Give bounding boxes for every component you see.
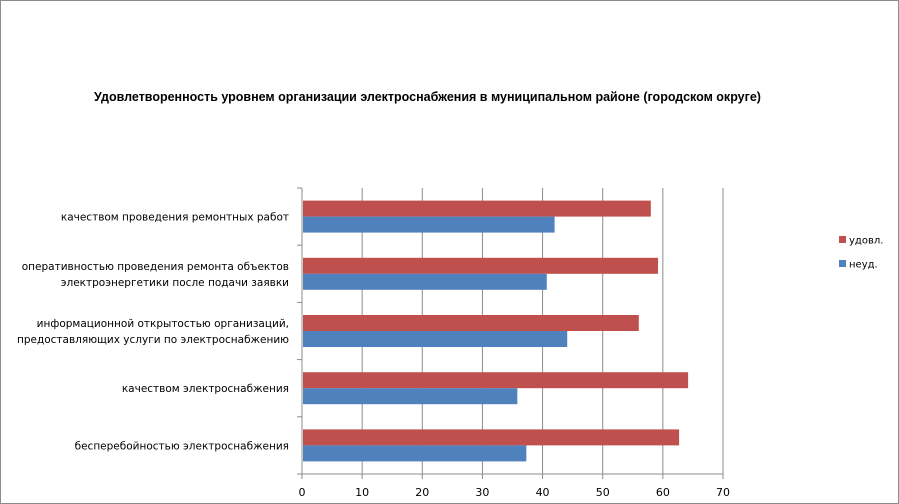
bar-udovl-2 [303,315,639,331]
category-label-1-1: электроэнергетики после подачи заявки [61,277,289,289]
category-label-2-1: предоставляющих услуги по электроснабжен… [17,334,289,346]
x-tick-label-40: 40 [536,486,550,499]
bar-neud-2 [303,331,568,347]
bar-udovl-3 [303,372,689,389]
bar-neud-4 [303,445,527,462]
category-label-2-0: информационной открытостью организаций, [37,318,289,330]
x-tick-label-10: 10 [355,486,369,499]
category-label-4-0: бесперебойностью электроснабжения [75,440,289,452]
x-tick-label-60: 60 [656,486,670,499]
bar-neud-1 [303,273,547,290]
category-label-3-0: качеством электроснабжения [122,383,289,395]
x-tick-label-50: 50 [596,486,610,499]
bar-udovl-1 [303,257,659,274]
bar-udovl-4 [303,429,680,446]
legend-swatch-udovl [839,236,846,243]
legend-label-neud: неуд. [849,260,878,271]
bar-neud-0 [303,216,555,233]
legend-swatch-neud [839,260,846,267]
x-tick-label-20: 20 [415,486,429,499]
x-tick-label-30: 30 [475,486,489,499]
legend-label-udovl: удовл. [849,236,883,247]
bar-udovl-0 [303,200,651,217]
chart-title: Удовлетворенность уровнем организации эл… [94,90,761,104]
x-tick-label-70: 70 [716,486,730,499]
bar-neud-3 [303,388,518,405]
category-label-1-0: оперативностью проведения ремонта объект… [22,261,289,273]
x-tick-label-0: 0 [299,486,306,499]
category-label-0-0: качеством проведения ремонтных работ [61,212,289,224]
